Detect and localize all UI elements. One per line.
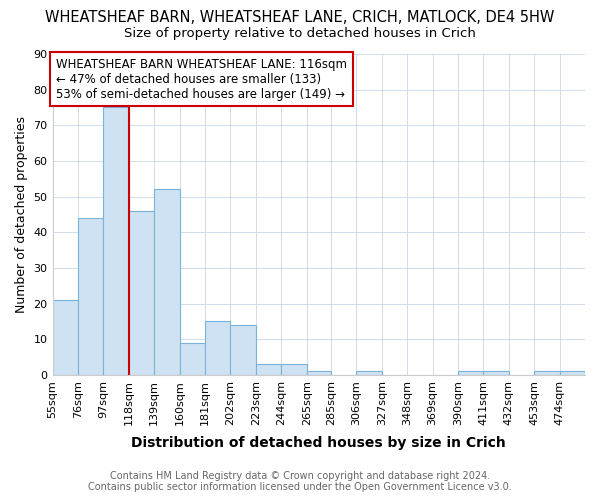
Bar xyxy=(534,372,560,375)
Text: Size of property relative to detached houses in Crich: Size of property relative to detached ho… xyxy=(124,28,476,40)
Bar xyxy=(307,372,331,375)
Text: Contains HM Land Registry data © Crown copyright and database right 2024.
Contai: Contains HM Land Registry data © Crown c… xyxy=(88,471,512,492)
Bar xyxy=(53,300,78,375)
Bar xyxy=(129,211,154,375)
Bar xyxy=(230,325,256,375)
Bar xyxy=(256,364,281,375)
Bar xyxy=(179,343,205,375)
Bar xyxy=(154,190,179,375)
Text: WHEATSHEAF BARN, WHEATSHEAF LANE, CRICH, MATLOCK, DE4 5HW: WHEATSHEAF BARN, WHEATSHEAF LANE, CRICH,… xyxy=(46,10,554,25)
X-axis label: Distribution of detached houses by size in Crich: Distribution of detached houses by size … xyxy=(131,436,506,450)
Bar xyxy=(458,372,484,375)
Bar xyxy=(78,218,103,375)
Bar xyxy=(103,108,129,375)
Bar xyxy=(356,372,382,375)
Bar xyxy=(560,372,585,375)
Y-axis label: Number of detached properties: Number of detached properties xyxy=(15,116,28,313)
Bar xyxy=(281,364,307,375)
Bar xyxy=(484,372,509,375)
Text: WHEATSHEAF BARN WHEATSHEAF LANE: 116sqm
← 47% of detached houses are smaller (13: WHEATSHEAF BARN WHEATSHEAF LANE: 116sqm … xyxy=(56,58,347,100)
Bar xyxy=(205,322,230,375)
